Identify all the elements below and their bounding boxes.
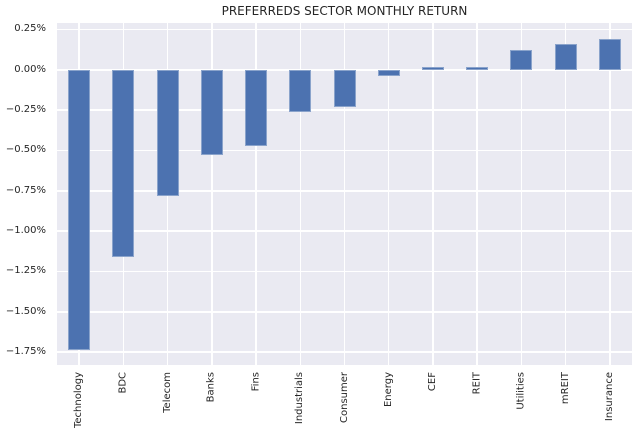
vertical-gridline — [255, 23, 257, 365]
bar-telecom — [156, 69, 179, 196]
bar-energy — [377, 69, 400, 77]
vertical-gridline — [520, 23, 523, 365]
bar-industrials — [289, 69, 312, 112]
y-tick-label: 0.00% — [14, 63, 46, 75]
bar-fins — [245, 69, 268, 146]
y-tick-label: −1.50% — [5, 305, 46, 317]
vertical-gridline — [211, 23, 213, 365]
bar-insurance — [598, 39, 621, 70]
bar-cef — [421, 66, 444, 70]
vertical-gridline — [387, 23, 390, 365]
x-tick-label-banks: Banks — [205, 372, 217, 403]
y-tick-label: −1.00% — [5, 225, 46, 237]
x-tick-label-reit: REIT — [471, 372, 483, 395]
y-tick-label: −0.25% — [5, 104, 46, 116]
y-tick-label: −1.25% — [5, 265, 46, 277]
vertical-gridline — [299, 23, 302, 365]
y-tick-label: −0.50% — [5, 144, 46, 156]
x-tick-label-cef: CEF — [426, 372, 438, 392]
bar-banks — [200, 69, 223, 156]
x-tick-label-telecom: Telecom — [161, 372, 173, 413]
y-tick-label: −1.75% — [5, 346, 46, 358]
x-tick-label-industrials: Industrials — [294, 372, 306, 425]
bar-utilities — [510, 50, 533, 70]
vertical-gridline — [564, 23, 567, 365]
vertical-gridline — [609, 23, 611, 365]
bar-mreit — [554, 43, 577, 70]
bar-technology — [68, 69, 91, 351]
x-tick-label-bdc: BDC — [117, 372, 129, 394]
vertical-gridline — [432, 23, 434, 365]
vertical-gridline — [476, 23, 478, 365]
x-tick-label-mreit: mREIT — [559, 372, 571, 405]
x-tick-label-utilities: Utilities — [515, 372, 527, 410]
x-tick-label-insurance: Insurance — [603, 372, 615, 422]
vertical-gridline — [343, 23, 346, 365]
bar-consumer — [333, 69, 356, 107]
x-tick-label-fins: Fins — [250, 372, 262, 392]
bar-bdc — [112, 69, 135, 257]
chart-title: PREFERREDS SECTOR MONTHLY RETURN — [221, 4, 468, 18]
x-tick-label-technology: Technology — [73, 372, 85, 429]
bar-reit — [466, 66, 489, 70]
y-tick-label: −0.75% — [5, 184, 46, 196]
y-tick-label: 0.25% — [14, 23, 46, 35]
x-tick-label-consumer: Consumer — [338, 372, 350, 423]
plot-area — [57, 23, 632, 365]
x-tick-label-energy: Energy — [382, 372, 394, 408]
